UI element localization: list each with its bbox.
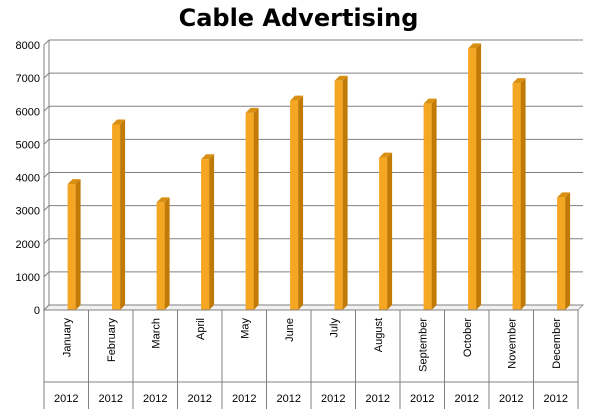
y-tick-label: 1000 xyxy=(16,272,40,284)
x-year-label: 2012 xyxy=(277,393,301,405)
x-year-label: 2012 xyxy=(99,393,123,405)
gridline-depth xyxy=(43,205,50,211)
bar-top xyxy=(512,78,526,84)
bar-top xyxy=(245,107,259,113)
x-year-label: 2012 xyxy=(232,393,256,405)
bar xyxy=(468,48,477,310)
x-year-label: 2012 xyxy=(499,393,523,405)
bar-side xyxy=(342,75,348,311)
x-category-label: April xyxy=(195,318,207,340)
y-tick-label: 3000 xyxy=(16,206,40,218)
bar-top xyxy=(468,43,482,49)
y-tick-label: 2000 xyxy=(16,239,40,251)
gridline-depth xyxy=(43,271,50,278)
bar-side xyxy=(209,154,215,310)
x-year-label: 2012 xyxy=(321,393,345,405)
bar xyxy=(423,103,432,310)
x-year-label: 2012 xyxy=(143,393,167,405)
bar xyxy=(512,83,521,310)
bar xyxy=(201,159,210,310)
bar-top xyxy=(156,197,170,203)
bar-top xyxy=(379,152,393,158)
gridline-depth xyxy=(43,139,50,145)
x-category-label: November xyxy=(506,318,518,369)
x-category-label: February xyxy=(106,318,118,363)
x-year-label: 2012 xyxy=(188,393,212,405)
gridline-depth xyxy=(43,172,50,178)
y-tick-label: 8000 xyxy=(16,40,40,52)
y-tick-label: 6000 xyxy=(16,106,40,118)
bar-top xyxy=(112,119,126,125)
bar xyxy=(156,202,165,310)
bar xyxy=(379,157,388,310)
bar xyxy=(112,124,121,310)
x-category-label: March xyxy=(150,318,162,349)
bar-side xyxy=(565,192,571,310)
bar xyxy=(334,80,343,311)
bar-side xyxy=(520,78,526,310)
x-year-label: 2012 xyxy=(366,393,390,405)
bar-side xyxy=(75,179,81,310)
bar xyxy=(67,184,76,310)
x-year-label: 2012 xyxy=(54,393,78,405)
x-year-label: 2012 xyxy=(410,393,434,405)
y-tick-label: 4000 xyxy=(16,173,40,185)
bar-side xyxy=(120,119,126,310)
bar-top xyxy=(557,192,571,198)
y-tick-label: 0 xyxy=(34,305,40,317)
bar-side xyxy=(164,197,170,310)
y-tick-label: 5000 xyxy=(16,139,40,151)
bar-top xyxy=(423,98,437,104)
x-year-label: 2012 xyxy=(544,393,568,405)
gridline-depth xyxy=(43,105,50,112)
x-category-label: August xyxy=(373,318,385,352)
bar xyxy=(290,100,299,311)
chart-floor xyxy=(42,304,585,311)
x-category-label: October xyxy=(462,318,474,357)
bar-side xyxy=(298,95,304,311)
gridline-depth xyxy=(43,39,50,46)
x-category-label: May xyxy=(239,318,251,339)
x-category-label: September xyxy=(417,318,429,372)
bar-top xyxy=(334,75,348,81)
x-category-label: July xyxy=(328,318,340,338)
bar-top xyxy=(67,179,81,185)
x-category-label: January xyxy=(61,318,73,358)
bar-side xyxy=(253,107,259,310)
bar-side xyxy=(431,98,437,310)
bar-top xyxy=(201,154,215,160)
bar-side xyxy=(387,152,393,310)
gridline-depth xyxy=(43,304,50,311)
bar xyxy=(557,197,566,310)
x-year-label: 2012 xyxy=(455,393,479,405)
x-category-label: June xyxy=(284,318,296,342)
x-category-label: December xyxy=(551,318,563,369)
bar-top xyxy=(290,95,304,101)
y-tick-label: 7000 xyxy=(16,73,40,85)
bar xyxy=(245,112,254,310)
gridline-depth xyxy=(43,238,50,245)
gridline-depth xyxy=(43,72,50,79)
chart-title: Cable Advertising xyxy=(178,4,419,32)
bar-side xyxy=(476,43,482,310)
